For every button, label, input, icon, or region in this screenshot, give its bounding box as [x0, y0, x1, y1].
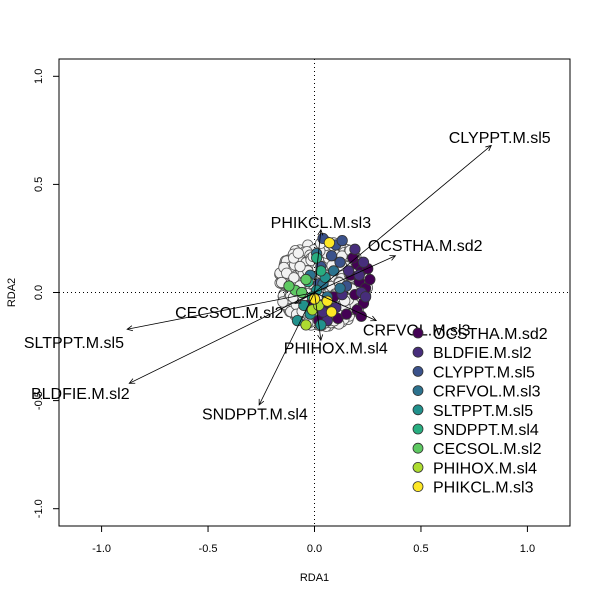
vector-arrow	[314, 292, 322, 341]
x-tick-label: 0.0	[307, 543, 322, 555]
vector-arrow	[258, 292, 315, 406]
vector-label: PHIHOX.M.sl4	[284, 341, 388, 358]
data-point	[311, 252, 323, 264]
data-point	[283, 280, 295, 292]
x-tick-label: 0.5	[413, 543, 428, 555]
data-point	[359, 291, 372, 303]
legend-label: SLTPPT.M.sl5	[433, 403, 533, 420]
background-point	[292, 247, 304, 259]
data-point	[364, 273, 376, 286]
vector-label: BLDFIE.M.sl2	[31, 386, 130, 403]
y-axis: -1.0 -0.5 0.0 0.5 1.0	[33, 69, 59, 518]
legend-label: SNDPPT.M.sl4	[433, 422, 539, 439]
data-point	[325, 306, 338, 318]
legend-label: CECSOL.M.sl2	[433, 441, 542, 458]
vector-arrow	[127, 292, 315, 330]
x-tick-label: -1.0	[92, 543, 111, 555]
data-point	[340, 308, 353, 320]
vector-arrowhead	[317, 228, 324, 236]
y-tick-label: -0.5	[33, 391, 45, 410]
vector-arrowhead	[389, 255, 397, 261]
vector-arrow	[314, 145, 492, 293]
vector-arrowhead	[126, 325, 134, 332]
y-tick-label: -1.0	[33, 499, 45, 518]
legend-marker	[412, 442, 424, 454]
vector-label: CLYPPT.M.sl5	[449, 130, 551, 147]
legend-marker	[412, 346, 424, 358]
vector-arrowhead	[258, 398, 265, 406]
data-point	[325, 250, 338, 262]
vector-label: CECSOL.M.sl2	[175, 305, 284, 322]
background-point	[294, 260, 306, 273]
vector-label: OCSTHA.M.sd2	[368, 238, 483, 255]
data-point	[328, 265, 340, 277]
data-point	[336, 235, 348, 247]
vector-label: PHIKCL.M.sl3	[271, 215, 372, 232]
y-tick-label: 1.0	[33, 69, 45, 84]
data-point	[300, 319, 312, 331]
legend-marker	[412, 365, 424, 377]
vector-arrow	[129, 292, 315, 384]
vector-arrowhead	[370, 315, 378, 322]
legend: OCSTHA.M.sd2 BLDFIE.M.sl2 CLYPPT.M.sl5 CRFV…	[412, 326, 548, 497]
data-point	[349, 243, 361, 255]
vector-arrow	[314, 292, 377, 321]
data-point	[315, 319, 327, 331]
data-point	[353, 269, 365, 281]
x-tick-label: 1.0	[520, 543, 535, 555]
legend-label: CLYPPT.M.sl5	[433, 364, 535, 381]
vector-arrow	[314, 229, 322, 293]
vector-arrowhead	[317, 334, 324, 341]
legend-marker	[412, 404, 424, 416]
legend-marker	[412, 423, 424, 435]
legend-marker	[412, 481, 424, 493]
x-axis: -1.0 -0.5 0.0 0.5 1.0	[92, 526, 535, 555]
data-point	[315, 265, 327, 277]
data-point	[321, 295, 333, 307]
biplot-vectors	[126, 144, 492, 406]
vector-arrowhead	[128, 378, 136, 384]
vector-arrow	[314, 255, 396, 293]
legend-label: PHIKCL.M.sl3	[433, 480, 534, 497]
legend-label: CRFVOL.M.sl3	[433, 384, 541, 401]
data-point	[334, 256, 346, 268]
data-point	[300, 273, 312, 286]
legend-label: BLDFIE.M.sl2	[433, 345, 532, 362]
x-axis-title: RDA1	[300, 572, 329, 584]
y-tick-label: 0.5	[33, 177, 45, 192]
vector-arrowhead	[485, 144, 492, 152]
data-point	[355, 310, 367, 322]
y-axis-title: RDA2	[6, 278, 18, 307]
highlighted-points	[283, 232, 376, 331]
vector-label: SLTPPT.M.sl5	[24, 335, 124, 352]
y-tick-label: 0.0	[33, 285, 45, 300]
vector-arrowhead	[294, 298, 302, 304]
data-point	[296, 286, 308, 299]
legend-label: PHIHOX.M.sl4	[433, 460, 537, 477]
background-point	[288, 272, 300, 284]
legend-marker	[412, 385, 424, 397]
x-tick-label: -0.5	[199, 543, 218, 555]
legend-marker	[412, 327, 424, 339]
legend-label: OCSTHA.M.sd2	[433, 326, 548, 343]
data-point	[357, 256, 370, 268]
data-point	[342, 265, 355, 277]
data-point	[323, 237, 336, 249]
vector-label: SNDPPT.M.sl4	[202, 407, 308, 424]
data-point	[334, 282, 346, 294]
legend-marker	[412, 461, 424, 473]
